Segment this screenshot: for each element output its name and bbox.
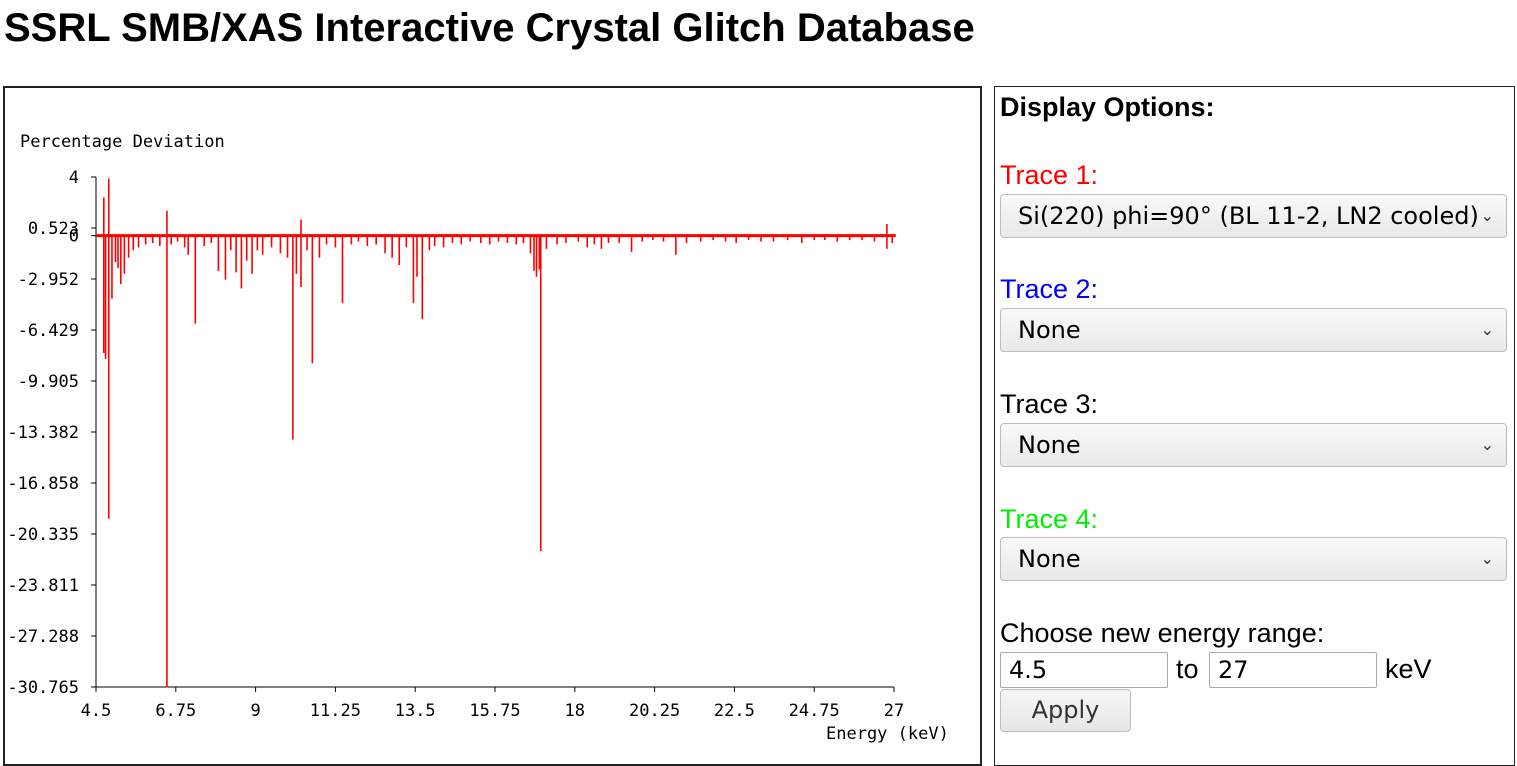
trace-3-select-value: None — [1018, 431, 1081, 459]
x-axis-label: Energy (keV) — [826, 724, 949, 744]
energy-range-label: Choose new energy range: — [1000, 618, 1325, 648]
glitch-plot: Percentage Deviation Energy (keV) 4 0.523… — [3, 86, 982, 766]
y-tick-label: -2.952 — [18, 270, 79, 290]
energy-range-to-text: to — [1176, 654, 1199, 684]
x-tick-label: 15.75 — [469, 701, 520, 721]
trace-4-select-value: None — [1018, 545, 1081, 573]
x-tick-label: 6.75 — [155, 701, 196, 721]
x-tick-label: 9 — [250, 701, 260, 721]
y-tick-label: -20.335 — [7, 525, 79, 545]
y-tick-label: 0.523 — [28, 219, 79, 239]
energy-to-input[interactable] — [1209, 652, 1377, 688]
chevron-down-icon: ⌄ — [1480, 435, 1494, 454]
y-tick-label: 0 — [69, 227, 79, 247]
x-tick-label: 27 — [884, 701, 904, 721]
x-tick-label: 22.5 — [714, 701, 755, 721]
energy-from-input[interactable] — [1000, 652, 1168, 688]
x-tick-label: 4.5 — [81, 701, 112, 721]
trace-4-select[interactable]: None ⌄ — [1000, 537, 1507, 581]
trace-2-select-value: None — [1018, 316, 1081, 344]
y-tick-label: -30.765 — [7, 678, 79, 698]
series-layer — [96, 178, 896, 688]
page-title: SSRL SMB/XAS Interactive Crystal Glitch … — [4, 6, 975, 50]
display-options-panel: Display Options: Trace 1: Si(220) phi=90… — [994, 86, 1515, 766]
trace-4-label: Trace 4: — [1000, 504, 1099, 534]
trace-3-label: Trace 3: — [1000, 389, 1099, 419]
display-options-heading: Display Options: — [1000, 92, 1215, 122]
chevron-down-icon: ⌄ — [1480, 206, 1494, 225]
glitch-chart: Percentage Deviation Energy (keV) 4 0.523… — [7, 132, 949, 744]
y-tick-label: -27.288 — [7, 627, 79, 647]
y-axis-label: Percentage Deviation — [20, 132, 225, 152]
chevron-down-icon: ⌄ — [1480, 320, 1494, 339]
trace-1-select[interactable]: Si(220) phi=90° (BL 11-2, LN2 cooled) ⌄ — [1000, 194, 1507, 238]
trace-1-label: Trace 1: — [1000, 160, 1099, 190]
x-tick-label: 13.5 — [395, 701, 436, 721]
x-tick-label: 24.75 — [789, 701, 840, 721]
x-ticks: 4.5 6.75 9 11.25 13.5 15.75 18 20.25 22.5 24.75 27 — [81, 687, 904, 721]
y-tick-label: -6.429 — [18, 321, 79, 341]
x-tick-label: 11.25 — [310, 701, 361, 721]
y-tick-label: -23.811 — [7, 576, 79, 596]
y-tick-label: -13.382 — [7, 423, 79, 443]
energy-unit-text: keV — [1385, 654, 1432, 684]
trace-2-label: Trace 2: — [1000, 274, 1099, 304]
x-tick-label: 20.25 — [629, 701, 680, 721]
y-tick-label: 4 — [69, 168, 79, 188]
y-tick-label: -9.905 — [18, 372, 79, 392]
x-tick-label: 18 — [565, 701, 585, 721]
trace-1-select-value: Si(220) phi=90° (BL 11-2, LN2 cooled) — [1018, 202, 1479, 230]
trace-2-select[interactable]: None ⌄ — [1000, 308, 1507, 352]
apply-button[interactable]: Apply — [1000, 689, 1131, 732]
chevron-down-icon: ⌄ — [1480, 549, 1494, 568]
y-tick-label: -16.858 — [7, 474, 79, 494]
trace-3-select[interactable]: None ⌄ — [1000, 423, 1507, 467]
